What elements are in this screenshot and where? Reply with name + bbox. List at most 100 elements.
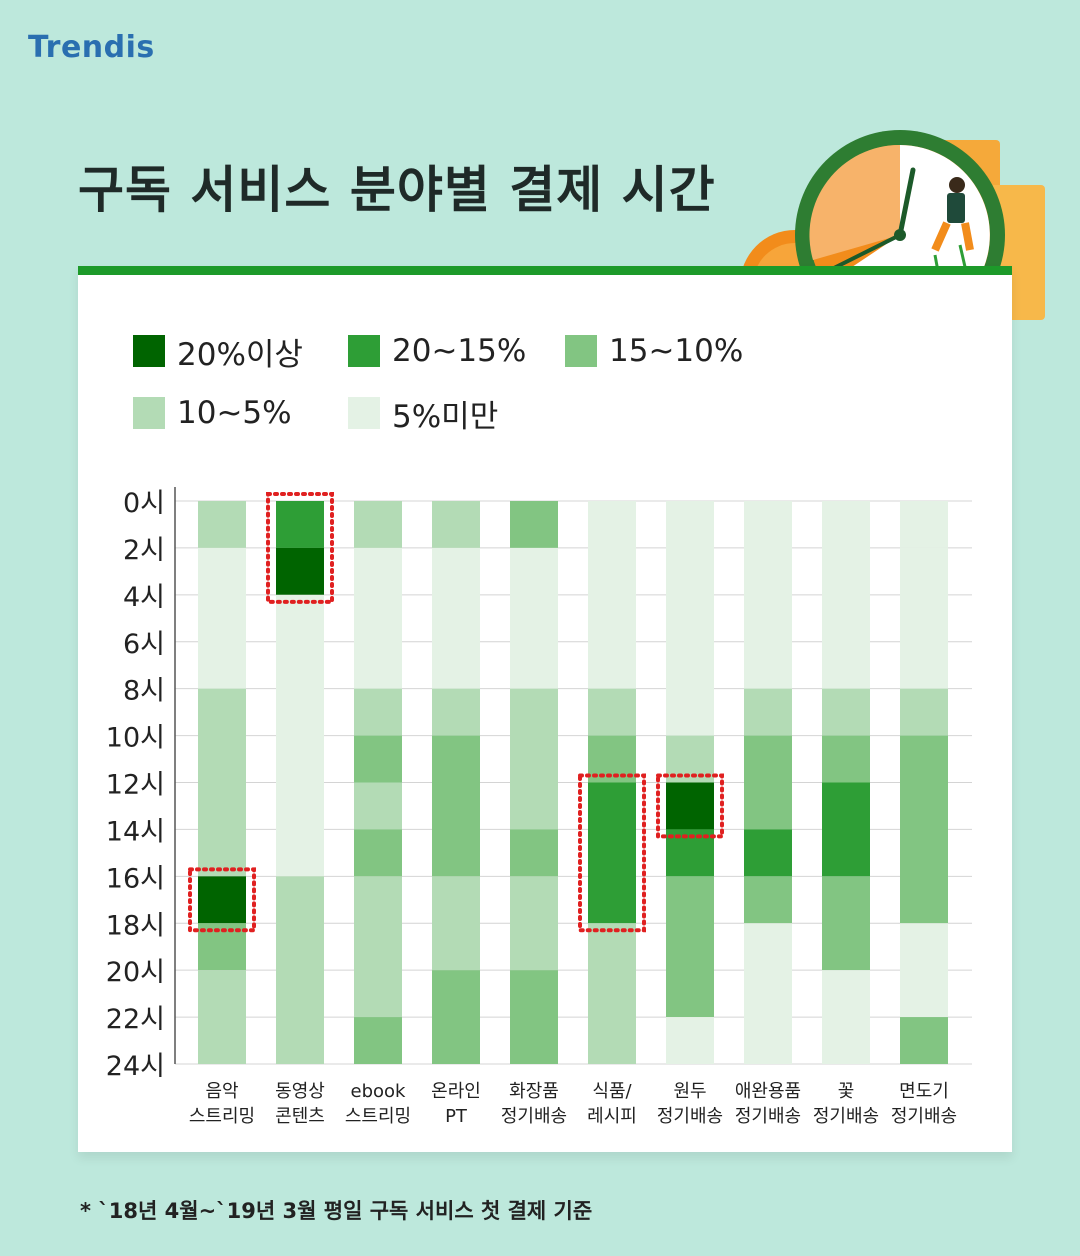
heatmap-cell <box>666 501 714 736</box>
y-tick-label: 0시 <box>123 488 165 519</box>
chart-card: 20%이상 20~15% 15~10% 10~5% 5%미만 0시 2시 4시 6시 8… <box>78 266 1012 1152</box>
heatmap-cell <box>354 829 402 877</box>
heatmap-cell <box>198 547 246 689</box>
heatmap-cell <box>822 782 870 877</box>
y-tick-label: 18시 <box>106 910 165 941</box>
heatmap-cell <box>744 876 792 924</box>
heatmap-cell <box>510 501 558 548</box>
heatmap-cell <box>198 876 246 924</box>
legend-item-l3: 15~10% <box>565 333 743 369</box>
brand-logo: Trendis <box>28 30 155 65</box>
heatmap-cell <box>432 688 480 736</box>
x-category-label-line1: 화장품 <box>509 1081 559 1102</box>
heatmap-cell <box>900 923 948 1018</box>
heatmap-cell <box>822 876 870 971</box>
heatmap-cell <box>666 876 714 1018</box>
x-category-label-line1: 음악 <box>205 1081 238 1102</box>
x-category-label-line2: 정기배송 <box>657 1106 723 1127</box>
heatmap-cell <box>744 688 792 736</box>
heatmap-cell <box>198 970 246 1064</box>
x-category-label-line1: 면도기 <box>899 1081 949 1102</box>
legend-swatch <box>565 335 597 367</box>
heatmap-cell <box>354 547 402 689</box>
y-tick-label: 24시 <box>106 1051 165 1082</box>
legend-label: 20~15% <box>392 333 527 369</box>
highlight-box <box>188 867 256 933</box>
heatmap-cell <box>432 547 480 689</box>
y-tick-label: 16시 <box>106 863 165 894</box>
x-category-label-line2: 콘텐츠 <box>275 1106 325 1127</box>
heatmap-cell <box>744 923 792 1064</box>
heatmap-cell <box>588 923 636 1064</box>
legend-swatch <box>133 397 165 429</box>
heatmap-cell <box>276 501 324 548</box>
heatmap-cell <box>354 688 402 736</box>
y-tick-label: 2시 <box>123 535 165 566</box>
heatmap-cell <box>744 501 792 689</box>
y-tick-label: 12시 <box>106 770 165 801</box>
x-category-label-line2: PT <box>445 1106 468 1127</box>
heatmap-cell <box>198 501 246 548</box>
x-category-label-line2: 스트리밍 <box>345 1106 411 1127</box>
person-climbing-icon <box>931 177 974 252</box>
heatmap-cell <box>354 782 402 830</box>
y-tick-label: 4시 <box>123 582 165 613</box>
heatmap-cell <box>900 1017 948 1064</box>
heatmap-cell <box>354 1017 402 1064</box>
heatmap-cell <box>588 688 636 736</box>
heatmap-cell <box>510 970 558 1064</box>
legend-swatch <box>348 397 380 429</box>
x-category-label-line1: 식품/ <box>592 1081 632 1102</box>
y-tick-label: 20시 <box>106 957 165 988</box>
highlight-box <box>266 492 334 604</box>
legend-label: 5%미만 <box>392 398 499 435</box>
heatmap-cell <box>900 501 948 548</box>
heatmap-cell <box>354 735 402 783</box>
x-category-label-line1: 동영상 <box>275 1081 325 1102</box>
y-tick-label: 14시 <box>106 816 165 847</box>
heatmap-cell <box>354 876 402 1018</box>
heatmap-cell <box>900 547 948 689</box>
heatmap-cell <box>900 735 948 924</box>
y-tick-label: 6시 <box>123 629 165 660</box>
heatmap-cell <box>744 735 792 830</box>
heatmap-cell <box>588 782 636 924</box>
heatmap-cell <box>276 547 324 595</box>
heatmap-cell <box>666 782 714 830</box>
heatmap-cell <box>666 1017 714 1064</box>
x-category-label-line1: 애완용품 <box>735 1081 801 1102</box>
x-category-label-line1: 꽃 <box>838 1081 855 1102</box>
heatmap-cell <box>510 829 558 877</box>
highlight-box <box>578 773 646 933</box>
heatmap-cell <box>432 876 480 971</box>
x-category-label-line2: 정기배송 <box>813 1106 879 1127</box>
heatmap-cell <box>510 876 558 971</box>
heatmap-cell <box>510 547 558 689</box>
heatmap-cell <box>276 594 324 877</box>
x-category-label-line2: 정기배송 <box>891 1106 957 1127</box>
legend-swatch <box>348 335 380 367</box>
heatmap-cell <box>744 829 792 877</box>
legend-label: 20%이상 <box>177 336 303 373</box>
page-title: 구독 서비스 분야별 결제 시간 <box>78 161 716 219</box>
legend-item-l4: 10~5% <box>133 395 292 431</box>
y-tick-label: 8시 <box>123 676 165 707</box>
heatmap-cell <box>432 970 480 1064</box>
heatmap-cell <box>822 501 870 689</box>
x-category-label-line2: 정기배송 <box>501 1106 567 1127</box>
heatmap-cell <box>822 735 870 783</box>
x-category-label-line2: 스트리밍 <box>189 1106 255 1127</box>
heatmap-cell <box>432 735 480 877</box>
x-category-label-line1: ebook <box>351 1081 407 1102</box>
heatmap-cell <box>588 501 636 689</box>
highlight-box <box>656 773 724 839</box>
legend-swatch <box>133 335 165 367</box>
x-category-label-line1: 원두 <box>673 1081 706 1102</box>
x-category-label-line2: 정기배송 <box>735 1106 801 1127</box>
legend-item-l2: 20~15% <box>348 333 526 369</box>
heatmap-chart: 0시 2시 4시 6시 8시 10시 12시 14시 16시 18시 20시 22시 24시음악스트리밍… <box>106 487 972 1127</box>
legend-item-l5: 5%미만 <box>348 395 498 435</box>
x-category-label-line2: 레시피 <box>587 1106 637 1127</box>
heatmap-cell <box>198 688 246 877</box>
legend-item-l1: 20%이상 <box>133 333 303 373</box>
